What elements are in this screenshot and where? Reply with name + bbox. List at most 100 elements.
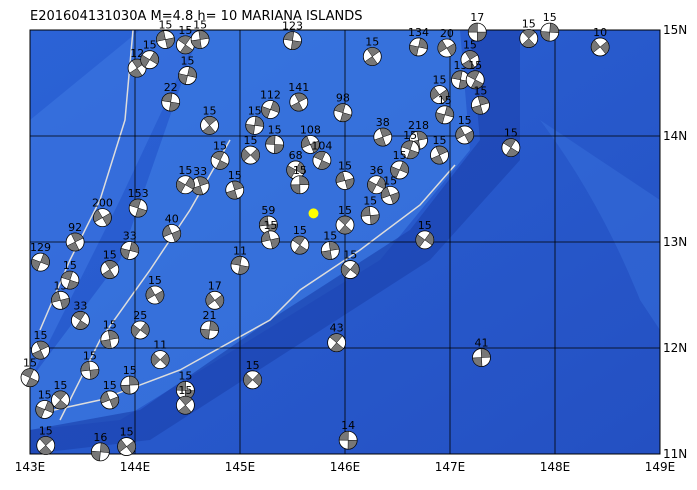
beachball xyxy=(290,235,310,255)
beachball xyxy=(437,38,457,58)
beachball xyxy=(373,127,393,147)
depth-label: 15 xyxy=(158,19,172,32)
beachball xyxy=(161,92,181,112)
beachball-part xyxy=(380,186,400,205)
depth-label: 15 xyxy=(244,134,258,147)
beachball-part xyxy=(245,116,264,135)
beachball-part xyxy=(360,206,380,225)
depth-label: 15 xyxy=(63,259,77,272)
beachball-part xyxy=(502,138,519,157)
depth-label: 134 xyxy=(408,26,429,39)
beachball xyxy=(312,150,332,170)
depth-label: 15 xyxy=(393,149,407,162)
depth-label: 36 xyxy=(370,164,384,177)
depth-label: 15 xyxy=(193,19,207,32)
depth-label: 92 xyxy=(68,221,82,234)
y-tick-label: 14N xyxy=(663,129,687,143)
beachball xyxy=(455,125,475,145)
depth-label: 15 xyxy=(365,36,379,49)
depth-label: 15 xyxy=(178,24,192,37)
beachball-part xyxy=(225,180,244,200)
depth-label: 15 xyxy=(143,39,157,52)
depth-label: 17 xyxy=(208,279,222,292)
beachball xyxy=(100,390,120,410)
beachball-part xyxy=(100,330,119,349)
depth-label: 15 xyxy=(433,74,447,87)
beachball xyxy=(175,175,195,195)
beachball-part xyxy=(176,176,195,193)
beachball-part xyxy=(472,348,491,367)
beachball-part xyxy=(313,151,331,170)
beachball-part xyxy=(178,395,193,415)
beachball-part xyxy=(241,148,260,162)
depth-label: 15 xyxy=(433,134,447,147)
bathymetry xyxy=(30,30,200,380)
beachball-part xyxy=(265,135,284,154)
beachball-part xyxy=(80,361,100,380)
beachball xyxy=(31,252,50,272)
beachball-part xyxy=(100,391,119,409)
beachball-part xyxy=(301,135,320,154)
beachball xyxy=(175,395,195,415)
beachball-part xyxy=(145,286,165,304)
depth-label: 15 xyxy=(468,59,482,72)
beachball-part xyxy=(466,70,484,90)
beachball xyxy=(390,160,410,180)
y-tick-label: 12N xyxy=(663,341,687,355)
beachball xyxy=(338,430,358,450)
depth-label: 15 xyxy=(38,388,52,401)
beachball-part xyxy=(321,241,340,260)
depth-label: 15 xyxy=(123,364,137,377)
beachball-part xyxy=(437,39,457,57)
depth-label: 40 xyxy=(165,213,179,226)
depth-label: 15 xyxy=(383,174,397,187)
beachball-part xyxy=(131,322,150,338)
beachball xyxy=(409,37,428,57)
beachball xyxy=(451,70,470,90)
depth-label: 15 xyxy=(463,39,477,52)
y-tick-label: 13N xyxy=(663,235,687,249)
x-tick-label: 149E xyxy=(645,460,676,474)
beachball xyxy=(150,350,170,370)
beachball-part xyxy=(329,333,344,352)
depth-label: 15 xyxy=(323,229,337,242)
depth-label: 43 xyxy=(330,322,344,335)
beachball-part xyxy=(243,372,262,387)
depth-label: 108 xyxy=(300,123,321,136)
x-tick-label: 147E xyxy=(435,460,466,474)
depth-label: 153 xyxy=(128,187,149,200)
depth-label: 11 xyxy=(233,244,247,257)
beachball-part xyxy=(205,292,224,308)
beachball-part xyxy=(333,103,352,122)
beachball xyxy=(65,232,85,252)
beachball xyxy=(501,138,521,158)
beachball xyxy=(210,150,230,170)
depth-label: 15 xyxy=(181,55,195,68)
beachball xyxy=(290,175,310,195)
beachball-part xyxy=(430,145,449,165)
depth-label: 10 xyxy=(593,26,607,39)
beachball xyxy=(130,320,150,340)
beachball-part xyxy=(455,126,474,144)
beachball-part xyxy=(101,260,118,279)
depth-label: 33 xyxy=(73,299,87,312)
beachball xyxy=(117,437,136,456)
beachball xyxy=(400,140,420,160)
beachball-part xyxy=(53,390,68,410)
depth-label: 15 xyxy=(178,164,192,177)
depth-label: 22 xyxy=(164,81,178,94)
beachball-part xyxy=(190,30,210,49)
beachball-part xyxy=(60,270,79,290)
beachball-part xyxy=(200,320,219,340)
beachball xyxy=(367,175,386,195)
beachball xyxy=(245,116,265,135)
depth-label: 129 xyxy=(30,241,51,254)
beachball-part xyxy=(335,171,355,190)
beachball xyxy=(120,241,140,260)
beachball xyxy=(472,348,491,367)
depth-label: 68 xyxy=(289,149,303,162)
beachball xyxy=(51,390,70,410)
depth-label: 15 xyxy=(53,379,67,392)
depth-label: 15 xyxy=(246,359,260,372)
